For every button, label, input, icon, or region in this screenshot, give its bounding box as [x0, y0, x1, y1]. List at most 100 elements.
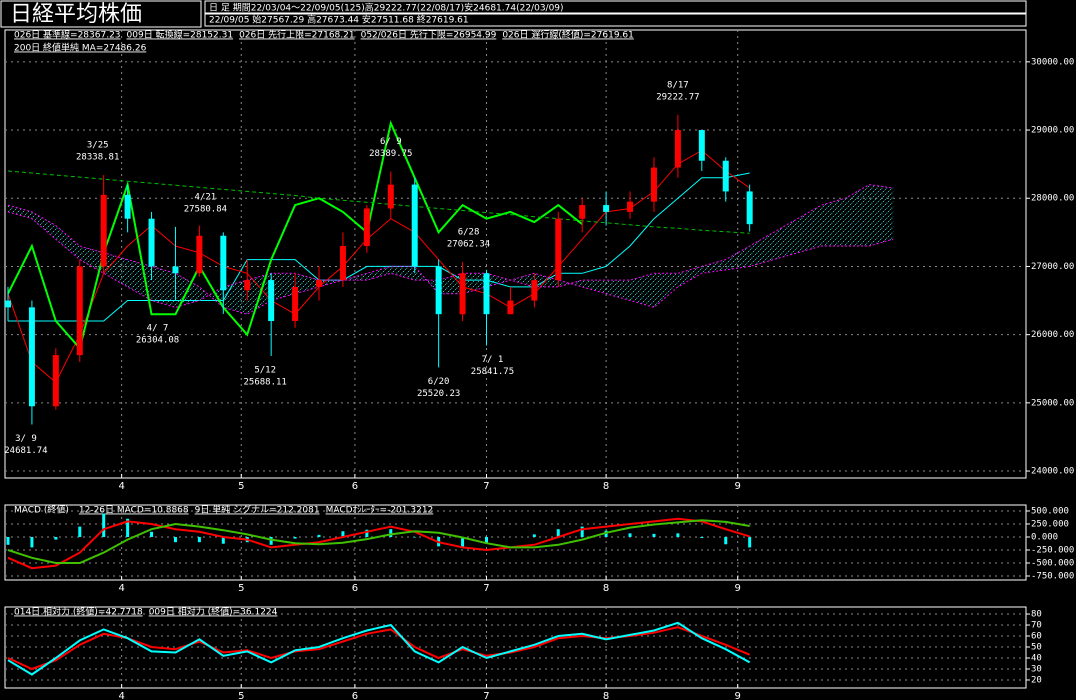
- annotation-date: 6/20: [428, 377, 450, 387]
- candle-body: [363, 208, 370, 246]
- oscillator-bar: [173, 536, 177, 543]
- annotation-date: 4/ 7: [147, 323, 169, 333]
- annotation-value: 25520.23: [417, 389, 460, 399]
- oscillator-bar: [484, 536, 488, 544]
- candle-body: [172, 266, 179, 274]
- candle-body: [268, 280, 275, 322]
- header-info: 日 足 期間22/03/04～22/09/05(125)高29222.77(22…: [209, 2, 564, 14]
- candle-body: [411, 184, 418, 267]
- oscillator-bar: [197, 536, 201, 543]
- y-tick-label: 500.000: [1031, 506, 1069, 516]
- candle-body: [244, 280, 251, 291]
- series-line: [7, 517, 750, 570]
- candle-body: [555, 218, 562, 281]
- oscillator-bar: [317, 534, 321, 537]
- candle-body: [76, 266, 83, 356]
- oscillator-bar: [150, 531, 154, 537]
- candle-body: [435, 266, 442, 315]
- x-tick-label: 6: [352, 583, 358, 594]
- series-line: [7, 184, 894, 308]
- oscillator-bar: [269, 536, 273, 545]
- legend-entry: 009日 相対力 (終値)=36.1224: [149, 606, 278, 618]
- title-box: [0, 0, 202, 28]
- candle-body: [603, 205, 610, 212]
- header-info: 22/09/05 始27567.29 高27673.44 安27511.68 終…: [209, 14, 469, 26]
- oscillator-bar: [54, 536, 58, 540]
- x-tick-label: 9: [735, 691, 741, 700]
- y-tick-label: 60: [1031, 632, 1042, 642]
- cloud-fill: [7, 184, 894, 315]
- annotation-value: 27580.84: [184, 204, 227, 214]
- x-tick-label: 5: [238, 583, 244, 594]
- candle-body: [674, 130, 681, 168]
- header-row: [204, 0, 1027, 14]
- x-tick-label: 8: [603, 583, 609, 594]
- candle-body: [627, 201, 634, 212]
- oscillator-bar: [102, 513, 106, 537]
- legend-entry: MACDｵｼﾚｰﾀｰ=-201.3212: [326, 505, 434, 516]
- oscillator-bar: [126, 518, 130, 537]
- annotation-value: 28389.75: [369, 149, 412, 159]
- oscillator-bar: [365, 529, 369, 537]
- oscillator-bar: [78, 526, 82, 537]
- y-tick-label: 50: [1031, 643, 1042, 653]
- candle-body: [100, 194, 107, 267]
- oscillator-bar: [6, 536, 10, 545]
- candle-body: [698, 130, 705, 161]
- y-tick-label: 0.000: [1031, 532, 1058, 542]
- y-tick-label: 25000.00: [1031, 398, 1074, 408]
- annotation-value: 24681.74: [4, 446, 47, 456]
- annotation-value: 26304.08: [136, 335, 179, 345]
- candle-body: [124, 194, 131, 219]
- candle-body: [579, 205, 586, 219]
- y-tick-label: 250.000: [1031, 519, 1069, 529]
- annotation-date: 5/12: [254, 365, 276, 375]
- oscillator-bar: [580, 526, 584, 537]
- annotation-date: 8/17: [667, 80, 689, 90]
- oscillator-bar: [700, 536, 704, 539]
- y-tick-label: 30: [1031, 664, 1042, 674]
- x-tick-label: 4: [118, 481, 124, 492]
- header-row: [204, 13, 1027, 27]
- y-tick-label: 24000.00: [1031, 467, 1074, 477]
- y-tick-label: 26000.00: [1031, 330, 1074, 340]
- y-tick-label: 80: [1031, 610, 1042, 620]
- annotation-date: 4/21: [195, 192, 217, 202]
- candle-body: [220, 235, 227, 291]
- oscillator-bar: [748, 536, 752, 548]
- x-tick-label: 8: [603, 481, 609, 492]
- oscillator-bar: [341, 531, 345, 537]
- candle-body: [316, 280, 323, 287]
- oscillator-bar: [652, 533, 656, 537]
- annotation-value: 25841.75: [471, 367, 514, 377]
- oscillator-bar: [556, 529, 560, 537]
- candle-body: [387, 184, 394, 209]
- legend-entry: 026日 先行上限=27168.21: [239, 29, 355, 41]
- oscillator-bar: [724, 536, 728, 545]
- oscillator-bar: [389, 529, 393, 537]
- candle-body: [746, 191, 753, 225]
- series-line: [7, 204, 894, 315]
- annotation-value: 27062.34: [447, 240, 490, 250]
- series-line: [7, 170, 750, 234]
- oscillator-bar: [293, 536, 297, 539]
- oscillator-bar: [221, 536, 225, 544]
- candle-body: [507, 300, 514, 315]
- x-tick-label: 7: [483, 583, 489, 594]
- legend-entry: 026日 遅行線(終値)=27619.61: [502, 29, 634, 41]
- x-tick-label: 6: [352, 481, 358, 492]
- legend-entry: 014日 相対力 (終値)=42.7718: [14, 606, 143, 618]
- candle-body: [4, 300, 11, 308]
- legend-entry: 009日 転換線=28152.31: [127, 29, 234, 41]
- y-tick-label: 30000.00: [1031, 57, 1074, 67]
- x-tick-label: 9: [735, 481, 741, 492]
- legend-entry: 9日 単純 シグナル=212.2081: [195, 504, 320, 516]
- x-tick-label: 9: [735, 583, 741, 594]
- series-line: [8, 172, 750, 322]
- y-tick-label: 27000.00: [1031, 262, 1074, 272]
- legend-entry: 200日 終値単純 MA=27486.26: [14, 42, 147, 54]
- annotation-value: 25688.11: [244, 377, 287, 387]
- x-tick-label: 8: [603, 691, 609, 700]
